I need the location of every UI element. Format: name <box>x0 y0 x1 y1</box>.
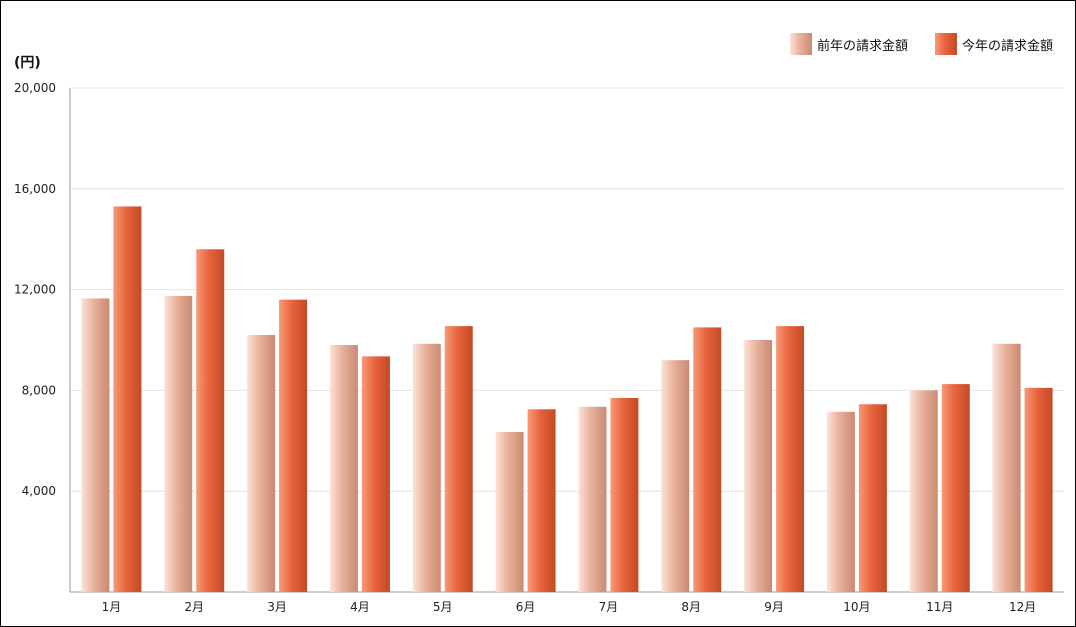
x-tick-label: 7月 <box>599 600 619 614</box>
bar-current-year <box>858 404 887 592</box>
grid-lines <box>70 87 1064 492</box>
y-tick-label: 4,000 <box>22 484 56 498</box>
bar-previous-year <box>81 298 110 592</box>
x-tick-label: 2月 <box>184 600 204 614</box>
bar-current-year <box>941 384 970 592</box>
legend: 前年の請求金額 今年の請求金額 <box>790 33 1053 55</box>
bar-current-year <box>113 206 142 592</box>
y-tick-label: 12,000 <box>14 283 56 297</box>
bar-current-year <box>196 249 225 592</box>
x-tick-label: 10月 <box>843 600 870 614</box>
y-tick-label: 20,000 <box>14 81 56 95</box>
bar-previous-year <box>412 343 441 592</box>
bar-previous-year <box>329 345 358 592</box>
x-tick-label: 8月 <box>681 600 701 614</box>
bar-current-year <box>444 326 473 592</box>
bar-previous-year <box>495 431 524 592</box>
x-tick-label: 6月 <box>516 600 536 614</box>
bar-previous-year <box>247 334 276 592</box>
legend-label: 前年の請求金額 <box>817 38 908 54</box>
bar-previous-year <box>992 343 1021 592</box>
bar-previous-year <box>164 295 193 592</box>
bar-previous-year <box>909 390 938 592</box>
y-tick-label: 16,000 <box>14 182 56 196</box>
x-tick-label: 5月 <box>433 600 453 614</box>
bars <box>81 206 1053 592</box>
bar-current-year <box>610 397 639 592</box>
bar-current-year <box>693 327 722 592</box>
legend-swatch <box>935 33 957 55</box>
bar-previous-year <box>744 340 773 592</box>
x-tick-label: 3月 <box>267 600 287 614</box>
legend-swatch <box>790 33 812 55</box>
x-tick-label: 12月 <box>1009 600 1036 614</box>
y-axis-unit-label: (円) <box>14 55 41 71</box>
x-tick-label: 1月 <box>102 600 122 614</box>
y-tick-label: 8,000 <box>22 383 56 397</box>
bar-previous-year <box>826 411 855 592</box>
bar-previous-year <box>661 360 690 592</box>
legend-label: 今年の請求金額 <box>962 38 1053 54</box>
bar-current-year <box>527 409 556 592</box>
bar-previous-year <box>578 406 607 592</box>
x-tick-label: 11月 <box>926 600 953 614</box>
bar-current-year <box>361 356 390 592</box>
tick-labels: 4,000 8,000 12,000 16,000 20,000 1月 2月 3月 4月 5月 6月… <box>14 81 1036 614</box>
x-tick-label: 4月 <box>350 600 370 614</box>
bar-current-year <box>279 299 308 592</box>
x-tick-label: 9月 <box>764 600 784 614</box>
axes <box>69 88 1064 593</box>
bar-current-year <box>776 326 805 592</box>
bar-current-year <box>1024 387 1053 592</box>
